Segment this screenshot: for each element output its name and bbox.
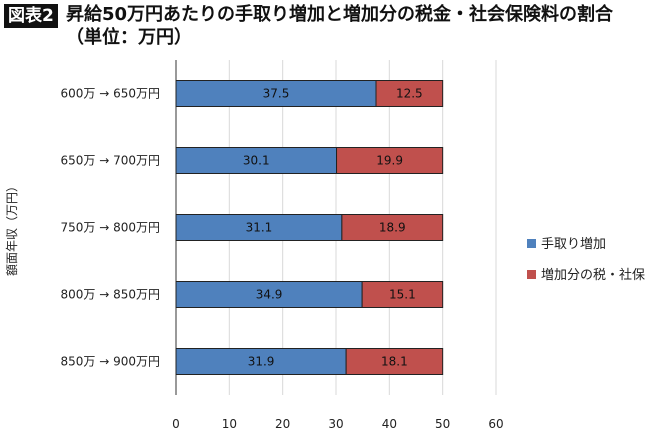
figure-badge: 図表2	[4, 4, 58, 28]
data-label: 12.5	[396, 87, 423, 101]
category-label: 800万 → 850万円	[61, 288, 161, 302]
bar-segment	[175, 147, 338, 174]
chart-title: 昇給50万円あたりの手取り増加と増加分の税金・社会保険料の割合 （単位：万円）	[66, 3, 613, 49]
legend-swatch	[527, 270, 536, 279]
category-label: 750万 → 800万円	[61, 221, 161, 235]
x-tick-label: 50	[435, 417, 450, 431]
x-tick-label: 20	[275, 417, 290, 431]
bar-segment	[175, 348, 347, 375]
bar-segment	[345, 348, 444, 375]
x-tick-label: 0	[172, 417, 180, 431]
bar-segment	[336, 147, 444, 174]
data-label: 31.9	[248, 355, 275, 369]
data-label: 31.1	[246, 221, 273, 235]
title-line-1: 昇給50万円あたりの手取り増加と増加分の税金・社会保険料の割合	[66, 4, 614, 25]
bar-segment	[175, 214, 343, 241]
data-label: 30.1	[243, 154, 270, 168]
bar-segment	[341, 214, 444, 241]
data-label: 18.9	[379, 221, 406, 235]
y-axis-label: 額面年収（万円）	[5, 180, 19, 276]
category-label: 600万 → 650万円	[61, 87, 161, 101]
data-label: 18.1	[381, 355, 408, 369]
x-tick-label: 10	[222, 417, 237, 431]
legend-label: 増加分の税・社保	[541, 267, 645, 283]
x-tick-label: 40	[382, 417, 397, 431]
legend-label: 手取り増加	[541, 237, 606, 252]
data-label: 37.5	[263, 87, 290, 101]
legend-swatch	[527, 239, 536, 248]
category-label: 850万 → 900万円	[61, 355, 161, 369]
bar-segment	[375, 80, 444, 107]
category-label: 650万 → 700万円	[61, 154, 161, 168]
bar-segment	[361, 281, 444, 308]
data-label: 15.1	[389, 288, 416, 302]
title-line-2: （単位：万円）	[66, 27, 192, 48]
bar-segment	[175, 281, 363, 308]
data-label: 34.9	[256, 288, 283, 302]
bar-segment	[175, 80, 377, 107]
x-tick-label: 60	[488, 417, 503, 431]
data-label: 19.9	[376, 154, 403, 168]
x-tick-label: 30	[328, 417, 343, 431]
